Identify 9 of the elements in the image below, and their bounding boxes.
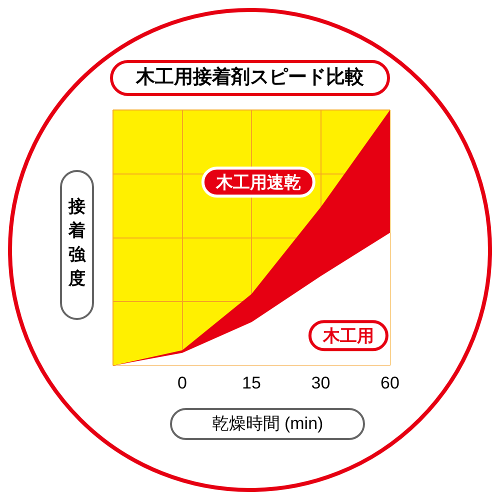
chart-title: 木工用接着剤スピード比較 [110,60,390,96]
y-axis-title: 接着強度 [68,196,86,290]
x-tick-label: 30 [311,373,330,392]
x-tick-label: 15 [242,373,261,392]
series-label: 木工用速乾 [214,172,301,192]
series-label: 木工用 [322,326,374,346]
x-axis-title: 乾燥時間 (min) [170,408,365,440]
x-tick-label: 0 [178,373,187,392]
x-tick-label: 60 [380,373,400,392]
